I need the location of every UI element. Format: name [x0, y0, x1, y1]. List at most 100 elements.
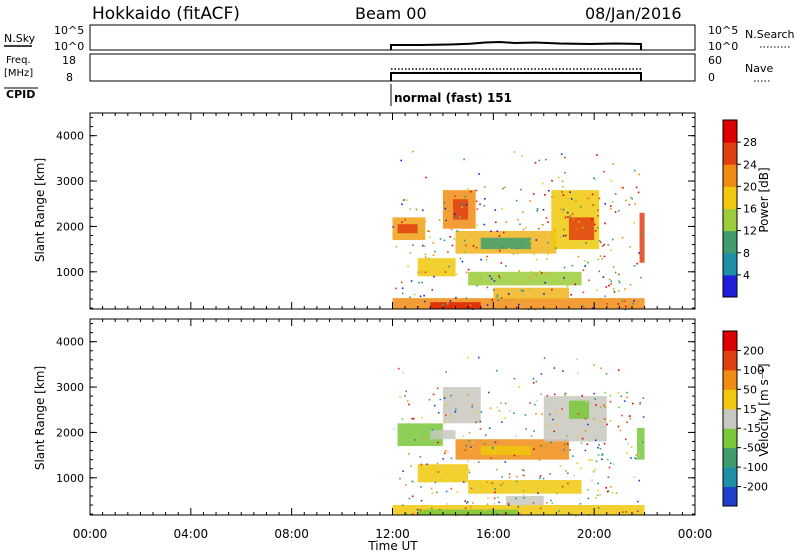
- colorbar-tick-label: 15: [743, 403, 757, 416]
- colorbar-tick-label: -200: [743, 481, 768, 494]
- velocity-speckle-cell: [447, 450, 449, 453]
- velocity-speckle-cell: [513, 377, 516, 380]
- velocity-speckle-cell: [606, 423, 608, 426]
- power-speckle-cell: [543, 293, 545, 295]
- velocity-speckle-cell: [577, 413, 580, 415]
- velocity-speckle-cell: [470, 447, 473, 450]
- velocity-speckle-cell: [577, 372, 579, 374]
- velocity-speckle-cell: [454, 467, 456, 470]
- velocity-speckle-cell: [461, 508, 463, 510]
- power-speckle-cell: [588, 279, 590, 282]
- velocity-speckle-cell: [489, 407, 492, 410]
- velocity-speckle-cell: [460, 451, 463, 454]
- power-speckle-cell: [455, 273, 458, 276]
- velocity-speckle-cell: [547, 513, 549, 515]
- velocity-speckle-cell: [437, 411, 440, 414]
- velocity-speckle-cell: [595, 496, 597, 499]
- power-speckle-cell: [464, 195, 467, 198]
- power-speckle-cell: [400, 281, 403, 284]
- colorbar-swatch: [723, 274, 737, 298]
- power-speckle-cell: [614, 193, 617, 195]
- power-speckle-cell: [439, 238, 442, 240]
- velocity-speckle-cell: [507, 502, 510, 505]
- power-speckle-cell: [628, 203, 631, 206]
- power-speckle-cell: [624, 288, 626, 290]
- power-speckle-cell: [459, 257, 462, 260]
- power-speckle-cell: [582, 291, 585, 294]
- nsky-frame: [89, 24, 696, 51]
- power-speckle-cell: [433, 275, 435, 278]
- power-speckle-cell: [584, 265, 586, 267]
- velocity-speckle-cell: [546, 425, 549, 427]
- power-speckle: [392, 150, 642, 311]
- velocity-speckle-cell: [450, 487, 453, 490]
- power-speckle-cell: [512, 252, 515, 255]
- velocity-speckle-cell: [411, 480, 414, 483]
- velocity-speckle-cell: [405, 484, 407, 486]
- y-tick-label: 1000: [56, 472, 84, 485]
- power-speckle-cell: [444, 271, 447, 273]
- velocity-speckle-cell: [549, 424, 552, 427]
- velocity-speckle-cell: [601, 454, 603, 456]
- velocity-speckle-cell: [419, 456, 422, 458]
- nsky-label: N.Sky: [4, 32, 36, 45]
- velocity-speckle-cell: [465, 444, 468, 447]
- velocity-speckle-cell: [550, 399, 553, 401]
- freq-tick-bottom-left: 8: [66, 71, 73, 84]
- velocity-speckle-cell: [563, 443, 566, 446]
- velocity-speckle-cell: [555, 411, 558, 414]
- velocity-speckle-cell: [548, 413, 551, 416]
- velocity-speckle-cell: [604, 406, 607, 408]
- power-speckle-cell: [454, 195, 456, 197]
- velocity-speckle-cell: [539, 475, 542, 477]
- power-colorbar-label: Power [dB]: [757, 167, 771, 232]
- velocity-speckle-cell: [606, 490, 609, 493]
- power-speckle-cell: [495, 221, 497, 224]
- velocity-speckle-cell: [532, 502, 535, 504]
- power-speckle-cell: [444, 218, 447, 220]
- velocity-speckle-cell: [535, 413, 537, 415]
- power-speckle-cell: [410, 280, 413, 282]
- power-speckle-cell: [596, 193, 598, 195]
- velocity-speckle-cell: [410, 465, 412, 468]
- velocity-speckle-cell: [595, 439, 597, 442]
- power-speckle-cell: [579, 206, 582, 209]
- power-speckle-cell: [423, 294, 425, 297]
- velocity-speckle-cell: [484, 509, 487, 512]
- velocity-speckle-cell: [487, 497, 489, 499]
- velocity-speckle-cell: [470, 506, 472, 508]
- power-speckle-cell: [417, 305, 420, 307]
- velocity-speckle-cell: [607, 476, 610, 479]
- y-tick-label: 4000: [56, 336, 84, 349]
- power-speckle-cell: [594, 230, 597, 232]
- colorbar-swatch: [723, 408, 737, 429]
- velocity-speckle-cell: [500, 402, 502, 404]
- power-speckle-cell: [598, 239, 601, 242]
- power-speckle-cell: [571, 264, 574, 267]
- power-speckle-cell: [423, 245, 426, 247]
- colorbar-tick-label: -50: [743, 442, 761, 455]
- velocity-speckle-cell: [629, 415, 631, 417]
- power-speckle-cell: [449, 300, 452, 302]
- station-title: Hokkaido (fitACF): [92, 4, 240, 24]
- velocity-speckle-cell: [443, 395, 446, 397]
- velocity-speckle-cell: [498, 501, 500, 504]
- power-speckle-cell: [413, 293, 416, 296]
- power-speckle-cell: [632, 302, 634, 305]
- power-speckle-cell: [564, 234, 567, 237]
- power-speckle-cell: [486, 304, 489, 306]
- power-speckle-cell: [426, 230, 429, 232]
- power-speckle-cell: [494, 209, 497, 211]
- velocity-speckle-cell: [572, 455, 574, 457]
- colorbar-swatch: [723, 208, 737, 232]
- velocity-speckle-cell: [551, 502, 554, 504]
- velocity-speckle-cell: [595, 460, 598, 463]
- power-speckle-cell: [602, 245, 604, 247]
- power-speckle-cell: [530, 244, 532, 247]
- power-speckle-cell: [490, 277, 493, 280]
- velocity-speckle-cell: [550, 499, 552, 502]
- velocity-speckle-cell: [630, 457, 632, 459]
- velocity-speckle-cell: [641, 441, 644, 444]
- velocity-speckle-cell: [478, 485, 481, 488]
- power-speckle-cell: [445, 219, 447, 221]
